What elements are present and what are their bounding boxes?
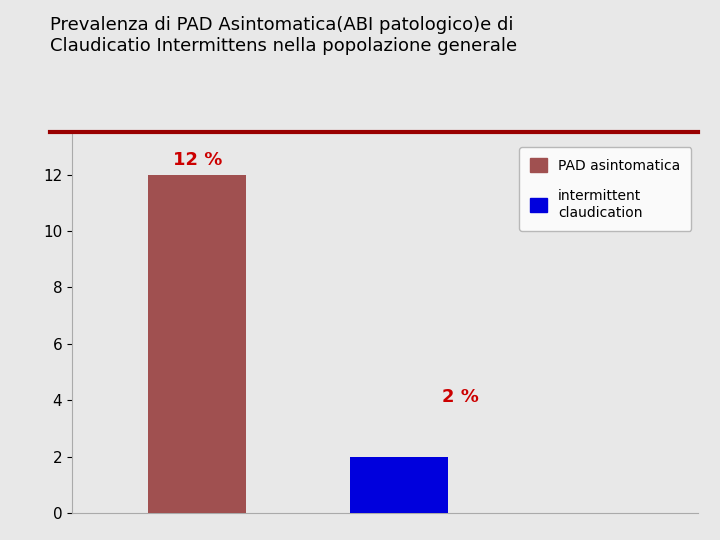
Text: 2 %: 2 %: [442, 388, 480, 406]
Text: Prevalenza di PAD Asintomatica(ABI patologico)e di
Claudicatio Intermittens nell: Prevalenza di PAD Asintomatica(ABI patol…: [50, 16, 518, 55]
Legend: PAD asintomatica, intermittent
claudication: PAD asintomatica, intermittent claudicat…: [519, 147, 691, 231]
Text: 12 %: 12 %: [173, 151, 222, 169]
Bar: [148, 174, 246, 513]
Bar: [350, 457, 448, 513]
